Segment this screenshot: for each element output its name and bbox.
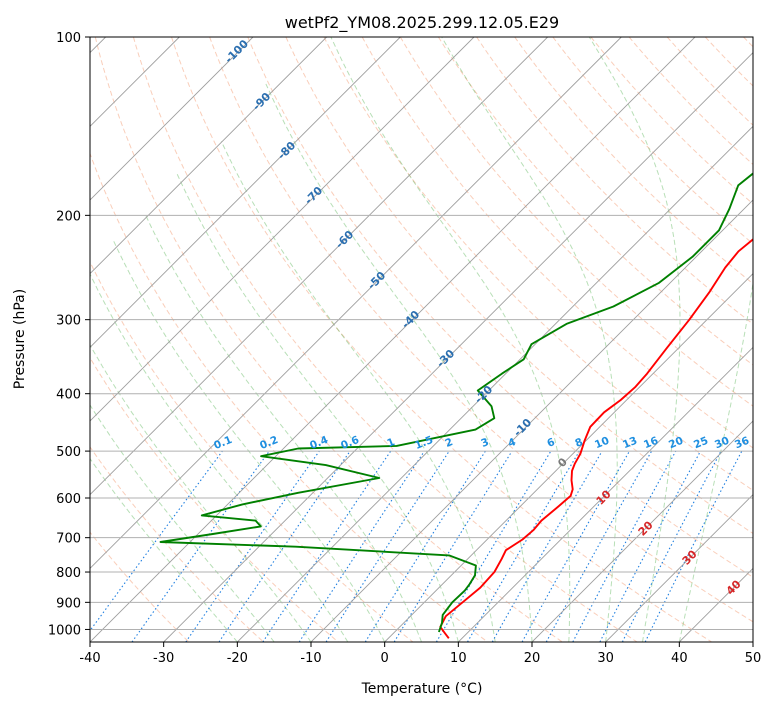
x-tick-label: -40 (79, 651, 100, 666)
y-tick-label: 800 (56, 566, 81, 581)
y-tick-label: 700 (56, 532, 81, 547)
y-tick-label: 600 (56, 492, 81, 507)
chart-title: wetPf2_YM08.2025.299.12.05.E29 (285, 13, 559, 33)
x-tick-label: 20 (524, 651, 541, 666)
y-tick-label: 1000 (48, 623, 81, 638)
x-tick-label: -20 (227, 651, 248, 666)
x-tick-label: -30 (153, 651, 174, 666)
y-tick-label: 300 (56, 314, 81, 329)
y-tick-label: 900 (56, 596, 81, 611)
x-tick-label: 0 (381, 651, 389, 666)
x-tick-label: 50 (745, 651, 762, 666)
y-tick-label: 200 (56, 209, 81, 224)
y-tick-label: 100 (56, 31, 81, 46)
x-axis-label: Temperature (°C) (361, 681, 483, 697)
y-tick-label: 500 (56, 445, 81, 460)
y-tick-label: 400 (56, 388, 81, 403)
x-tick-label: 10 (450, 651, 467, 666)
y-axis-label: Pressure (hPa) (12, 289, 28, 389)
x-tick-label: -10 (300, 651, 321, 666)
x-tick-label: 40 (671, 651, 688, 666)
x-tick-label: 30 (597, 651, 614, 666)
